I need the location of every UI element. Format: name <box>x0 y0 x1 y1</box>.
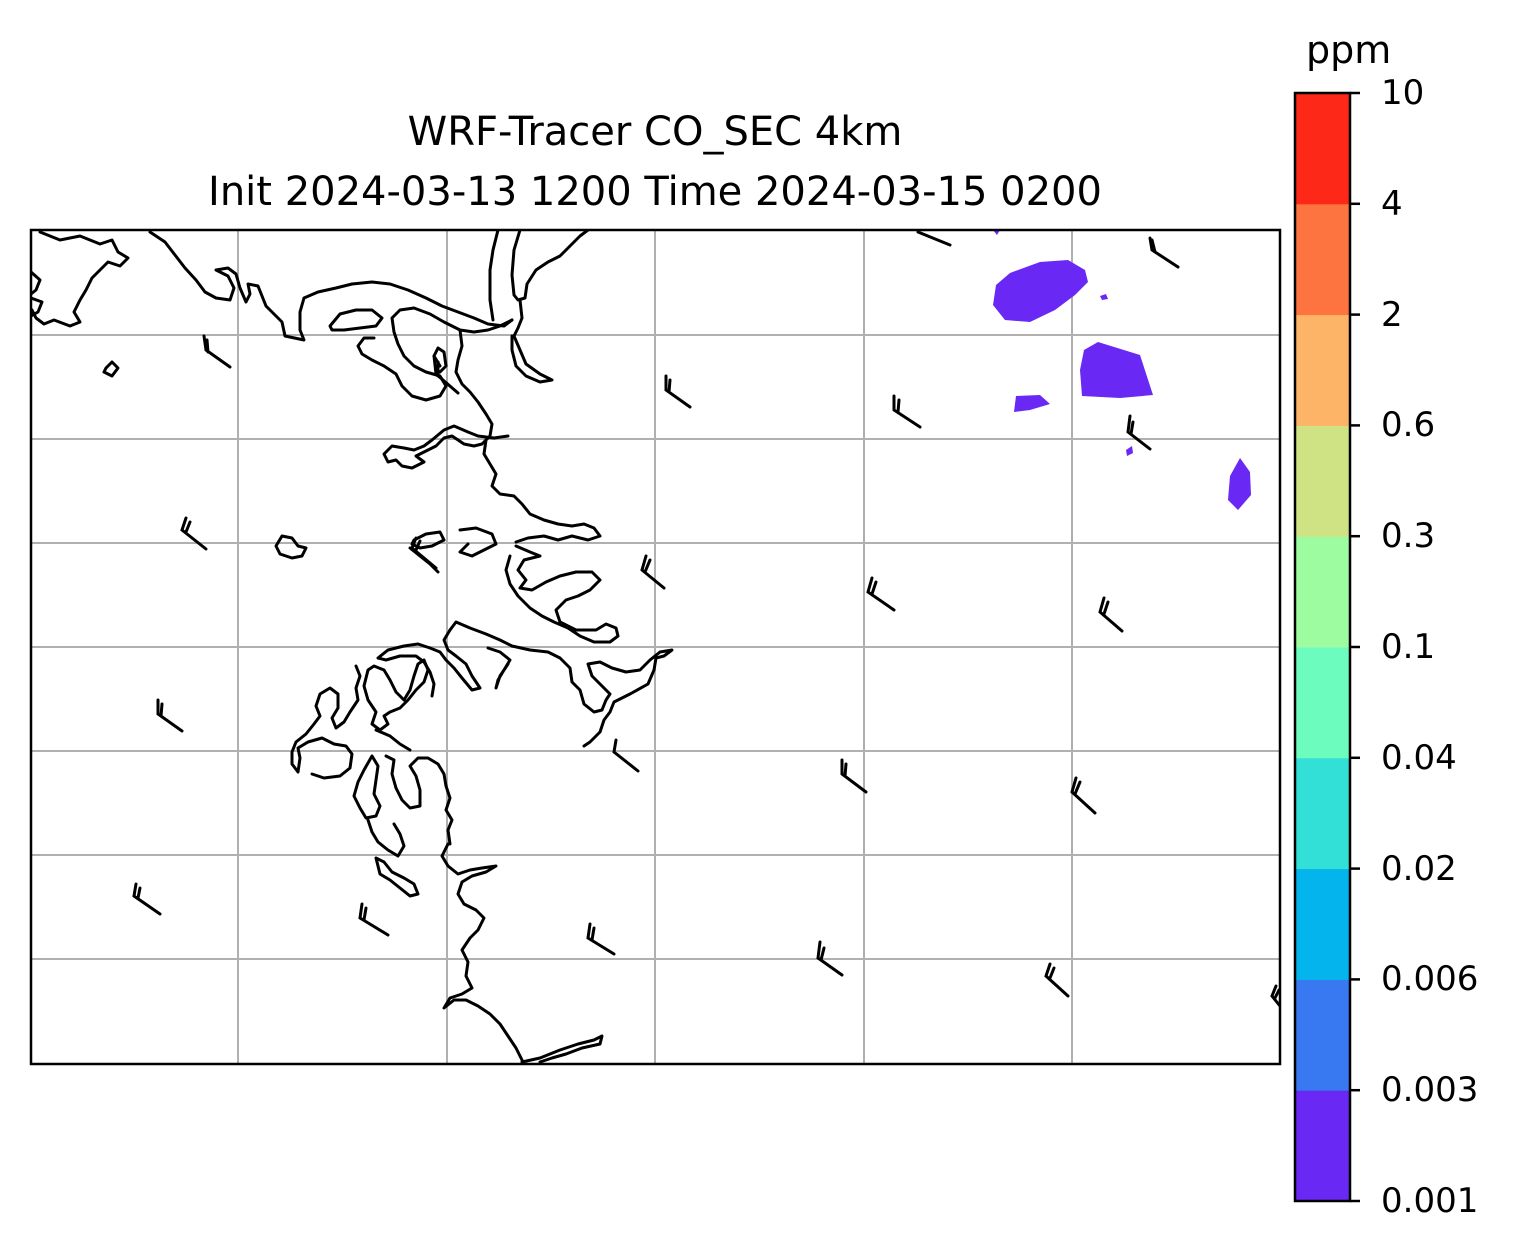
wind-barb <box>1270 984 1280 1008</box>
coastline-segment <box>31 230 130 328</box>
tracer-contours <box>993 230 1251 510</box>
map-frame <box>29 228 1282 1066</box>
tracer-patch <box>993 260 1088 322</box>
coastline-segment <box>488 230 500 322</box>
wind-barb <box>664 374 692 409</box>
colorbar-segment <box>1295 1090 1350 1202</box>
colorbar-segment <box>1295 314 1350 426</box>
wind-barbs <box>132 230 1280 1008</box>
colorbar-tick-label: 0.006 <box>1381 959 1479 1000</box>
colorbar-segment <box>1295 757 1350 870</box>
wind-barb <box>156 698 184 733</box>
map-title-line-1: WRF-Tracer CO_SEC 4km <box>407 109 903 155</box>
coastline-segment <box>356 306 514 402</box>
colorbar-segment <box>1295 425 1350 537</box>
coastline-segment <box>384 754 454 846</box>
wind-barb <box>410 536 438 570</box>
wind-barb <box>916 230 1180 269</box>
coastline-segment <box>504 544 620 644</box>
wind-barb <box>640 554 666 590</box>
coastline-segment <box>520 1034 604 1064</box>
coastline-segment <box>376 628 482 698</box>
wind-barb <box>1126 414 1152 451</box>
coastline-segment <box>510 298 554 384</box>
coastline-segment <box>458 526 498 558</box>
tracer-patch <box>1014 395 1050 412</box>
wind-barb <box>432 354 460 395</box>
coastline-segment <box>382 328 510 470</box>
colorbar-segment <box>1295 93 1350 205</box>
coastline-segment <box>366 818 406 858</box>
wind-barb <box>202 334 232 369</box>
wind-barb <box>840 758 868 794</box>
coastline-segment <box>352 754 382 820</box>
colorbar-segment <box>1295 203 1350 316</box>
coastline-segment <box>362 658 430 732</box>
colorbar-segment <box>1295 868 1350 980</box>
coastline-segment <box>31 270 42 296</box>
wind-barb <box>358 902 390 937</box>
wind-barb <box>1070 776 1097 815</box>
coastline-segment <box>510 230 590 302</box>
colorbar-tick-label: 0.04 <box>1381 737 1457 778</box>
coastline-segment <box>290 664 362 780</box>
tracer-patch <box>1100 294 1108 300</box>
coastline-segment <box>440 842 524 1062</box>
colorbar-segment <box>1295 536 1350 648</box>
coastline-segment <box>482 438 602 544</box>
colorbar-unit-label: ppm <box>1306 28 1392 72</box>
colorbar-tick-label: 10 <box>1381 73 1425 113</box>
coastline-segment <box>374 728 412 752</box>
tracer-patch <box>1228 458 1251 510</box>
coastline-segment <box>274 534 308 560</box>
coastline-segment <box>374 856 420 898</box>
coastline-segment <box>448 620 674 748</box>
tracer-patch <box>1126 446 1133 456</box>
colorbar-tick-label: 0.001 <box>1381 1181 1479 1221</box>
wind-barb <box>1098 596 1124 633</box>
map-gridlines <box>31 230 1280 1064</box>
coastline-segment <box>148 230 514 342</box>
wind-barb <box>132 882 162 916</box>
colorbar-tick-label: 0.6 <box>1381 405 1436 446</box>
colorbar-tick-label: 2 <box>1381 294 1403 335</box>
coastlines <box>31 230 674 1064</box>
colorbar-segment <box>1295 647 1350 759</box>
wind-barb <box>586 922 616 956</box>
wind-barb <box>612 738 640 773</box>
colorbar-tick-label: 0.1 <box>1381 627 1436 667</box>
colorbar-ticks <box>1350 91 1360 1203</box>
coastline-segment <box>102 360 120 378</box>
colorbar-tick-label: 0.003 <box>1381 1070 1479 1111</box>
wind-barb <box>892 394 922 429</box>
coastline-segment <box>486 646 512 690</box>
coastline-segment <box>328 308 384 332</box>
wind-barb <box>816 940 844 977</box>
wind-barb <box>180 516 208 551</box>
colorbar-tick-label: 4 <box>1381 183 1403 224</box>
colorbar-tick-label: 0.02 <box>1381 848 1457 889</box>
wind-barb <box>1044 962 1070 998</box>
map-title-line-2: Init 2024-03-13 1200 Time 2024-03-15 020… <box>208 169 1102 215</box>
wind-barb <box>866 576 896 612</box>
colorbar-tick-label: 0.3 <box>1381 516 1436 557</box>
tracer-patch <box>1080 342 1153 398</box>
coastline-segment <box>31 296 44 318</box>
colorbar-segments <box>1295 93 1350 1202</box>
colorbar-segment <box>1295 979 1350 1091</box>
